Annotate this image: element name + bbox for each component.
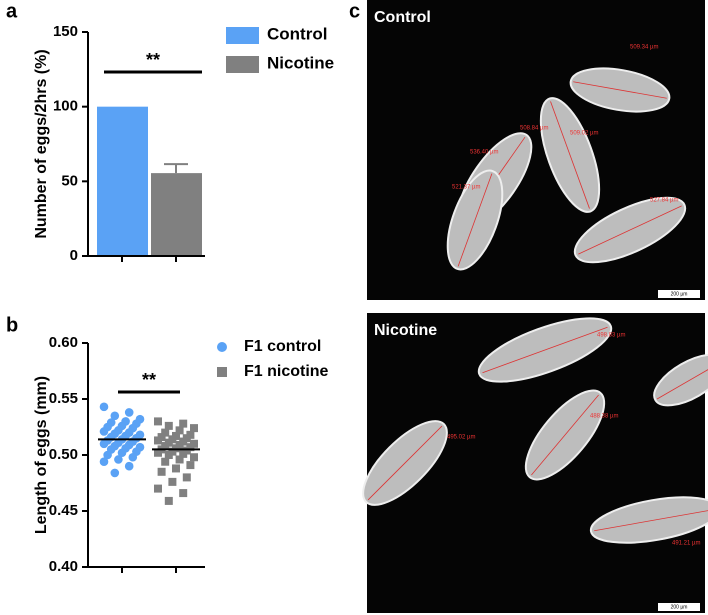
legend-label: F1 nicotine	[244, 363, 329, 380]
legend-marker	[217, 342, 227, 352]
data-point	[128, 452, 138, 462]
data-point	[103, 450, 112, 460]
data-point	[175, 455, 184, 464]
data-point	[110, 411, 120, 421]
legend-label: Control	[267, 24, 327, 43]
measurement-label: 508.84 µm	[520, 126, 548, 132]
panel-label: a	[6, 0, 18, 22]
data-point	[114, 455, 123, 464]
bar	[97, 106, 148, 257]
data-point	[182, 473, 191, 482]
legend-label: Nicotine	[267, 53, 334, 72]
measure-line	[550, 101, 590, 209]
data-point	[164, 451, 173, 459]
y-tick-label: 50	[61, 172, 78, 189]
measurement-label: 527.84 µm	[650, 198, 678, 204]
data-point	[154, 484, 162, 493]
measurement-label: 491.21 µm	[672, 541, 700, 547]
significance-label: **	[142, 370, 156, 390]
measurement-label: 495.02 µm	[447, 435, 475, 441]
measure-line	[656, 360, 708, 400]
measurement-label: 498.83 µm	[597, 333, 625, 339]
micrograph	[367, 0, 705, 300]
data-point	[179, 489, 188, 498]
panel-label: b	[6, 314, 18, 336]
micrograph-title: Nicotine	[374, 322, 437, 339]
data-point	[190, 453, 198, 462]
data-point	[154, 448, 162, 457]
measure-line	[594, 508, 708, 532]
y-axis-title: Length of eggs (mm)	[33, 376, 50, 534]
legend-swatch	[226, 27, 259, 44]
panel-label: c	[349, 0, 360, 22]
y-tick-label: 0.40	[49, 558, 78, 575]
legend-marker	[217, 367, 227, 377]
data-point	[161, 428, 170, 437]
measurement-label: 488.38 µm	[590, 414, 618, 420]
measure-line	[573, 81, 667, 99]
scale-box	[658, 603, 700, 611]
data-point	[172, 464, 180, 473]
data-point	[154, 436, 162, 445]
data-point	[186, 461, 195, 470]
data-point	[117, 448, 127, 458]
scale-box	[658, 290, 700, 298]
measure-line	[457, 173, 493, 267]
data-point	[164, 421, 173, 430]
data-point	[157, 467, 166, 476]
data-point	[110, 468, 120, 478]
y-axis-title: Number of eggs/2hrs (%)	[33, 49, 50, 238]
data-point	[179, 419, 188, 428]
data-point	[168, 477, 177, 486]
data-point	[99, 427, 109, 436]
data-point	[161, 457, 170, 466]
significance-label: **	[146, 50, 160, 70]
data-point	[190, 424, 198, 433]
measure-line	[578, 205, 682, 255]
measurement-label: 521.37 µm	[452, 185, 480, 191]
measure-line	[531, 394, 599, 476]
y-tick-label: 0	[70, 247, 78, 264]
scale-label: 200 µm	[671, 291, 688, 297]
data-point	[124, 461, 134, 471]
data-point	[154, 417, 162, 426]
data-point	[99, 457, 109, 467]
scale-label: 200 µm	[671, 604, 688, 610]
measure-line	[482, 326, 608, 374]
y-tick-label: 0.50	[49, 446, 78, 463]
y-tick-label: 100	[53, 98, 78, 115]
data-point	[175, 426, 184, 435]
legend-swatch	[226, 56, 259, 73]
legend-label: F1 control	[244, 338, 321, 355]
data-point	[124, 408, 134, 417]
y-tick-label: 0.60	[49, 334, 78, 351]
data-point	[99, 402, 109, 412]
y-tick-label: 150	[53, 23, 78, 40]
y-tick-label: 0.45	[49, 502, 78, 519]
data-point	[164, 496, 173, 505]
data-point	[99, 439, 109, 449]
measurement-label: 536.40 µm	[470, 150, 498, 156]
bar	[151, 173, 202, 256]
measurement-label: 509.34 µm	[630, 45, 658, 51]
data-point	[179, 449, 188, 458]
y-tick-label: 0.55	[49, 390, 78, 407]
measurement-label: 509.02 µm	[570, 131, 598, 137]
measure-line	[367, 425, 443, 501]
micrograph-title: Control	[374, 9, 431, 26]
